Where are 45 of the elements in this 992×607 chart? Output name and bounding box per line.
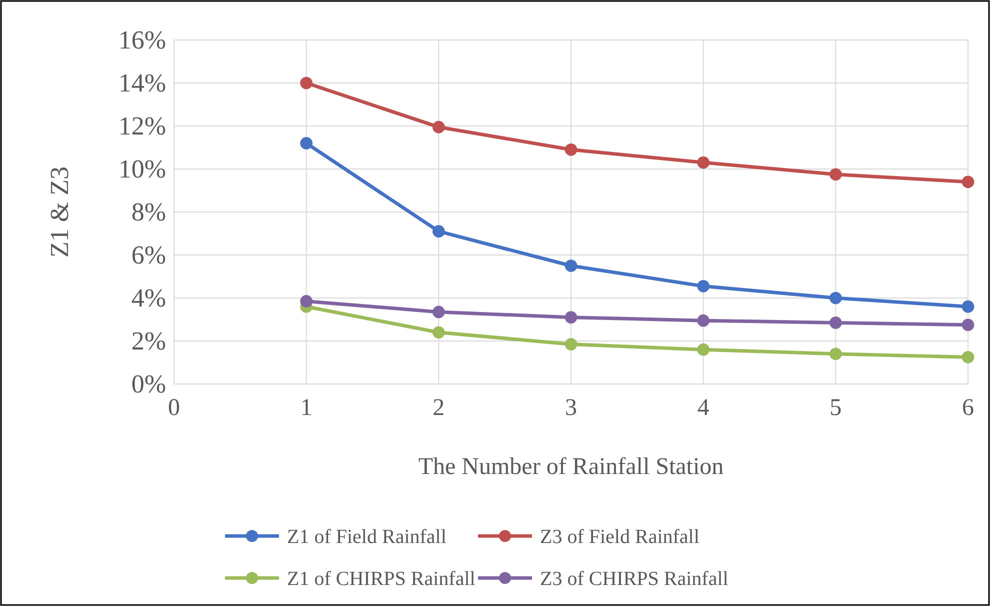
point [829, 168, 842, 181]
point [300, 295, 313, 308]
legend-label: Z1 of Field Rainfall [287, 526, 447, 548]
point [432, 326, 445, 339]
point [564, 260, 578, 272]
y-tick-label: 4% [131, 283, 166, 312]
legend-label: Z3 of Field Rainfall [540, 526, 700, 548]
x-tick-label: 5 [830, 395, 842, 422]
point [697, 314, 710, 327]
y-tick-label: 6% [131, 240, 166, 270]
y-tick-label: 8% [131, 197, 166, 226]
x-tick-label: 6 [962, 395, 974, 422]
point [697, 156, 710, 169]
y-tick-label: 0% [131, 369, 166, 398]
y-tick-label: 10% [118, 154, 166, 184]
point [564, 143, 578, 156]
y-tick-label: 2% [131, 326, 166, 356]
legend-label: Z3 of CHIRPS Rainfall [540, 568, 729, 590]
point [962, 176, 974, 188]
y-tick-label: 12% [118, 111, 166, 140]
y-tick-label: 14% [118, 68, 166, 98]
point [432, 306, 445, 318]
x-axis-title: The Number of Rainfall Station [418, 454, 724, 480]
x-tick-label: 1 [300, 395, 312, 422]
point [300, 137, 313, 150]
point [432, 225, 445, 238]
y-axis-title: Z1 & Z3 [45, 166, 74, 258]
point [697, 343, 710, 356]
point [564, 338, 578, 350]
point [829, 292, 842, 304]
point [564, 311, 578, 324]
y-tick-label: 16% [118, 25, 166, 54]
point [697, 280, 710, 292]
point [432, 120, 445, 134]
point [962, 300, 974, 313]
x-tick-label: 3 [565, 395, 577, 422]
point [962, 318, 974, 332]
legend-label: Z1 of CHIRPS Rainfall [287, 568, 476, 590]
point [300, 76, 313, 90]
point [829, 316, 842, 329]
x-tick-label: 2 [432, 395, 445, 422]
point [829, 348, 842, 360]
x-tick-label: 4 [697, 395, 710, 422]
point [962, 350, 974, 364]
x-tick-label: 0 [168, 395, 180, 422]
